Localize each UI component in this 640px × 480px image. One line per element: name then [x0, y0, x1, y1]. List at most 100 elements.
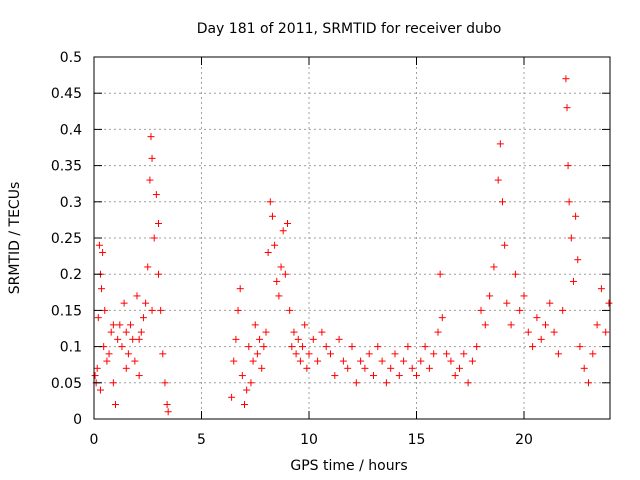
data-point	[309, 335, 317, 343]
data-point	[348, 343, 356, 351]
data-point	[550, 328, 558, 336]
data-points	[91, 75, 613, 416]
data-point	[516, 306, 524, 314]
data-point	[374, 343, 382, 351]
data-point	[230, 357, 238, 365]
data-point	[408, 364, 416, 372]
data-point	[258, 364, 266, 372]
data-point	[256, 335, 264, 343]
data-point	[563, 104, 571, 112]
data-point	[499, 198, 506, 206]
data-point	[322, 343, 330, 351]
data-point	[361, 364, 369, 372]
data-point	[438, 314, 446, 322]
data-point	[262, 328, 270, 336]
data-point	[464, 379, 472, 387]
data-point	[395, 372, 403, 380]
data-point	[305, 350, 313, 358]
data-point	[139, 314, 147, 322]
data-point	[137, 328, 145, 336]
data-point	[382, 379, 390, 387]
data-point	[503, 299, 511, 307]
data-point	[370, 372, 377, 380]
data-point	[101, 306, 109, 314]
data-point	[99, 248, 107, 256]
data-point	[554, 350, 562, 358]
data-point	[400, 357, 408, 365]
data-point	[164, 408, 172, 416]
y-tick-label: 0.05	[51, 376, 82, 392]
data-point	[507, 321, 515, 329]
data-point	[249, 357, 257, 365]
data-point	[589, 350, 597, 358]
data-point	[109, 379, 117, 387]
data-point	[107, 328, 115, 336]
data-point	[152, 191, 160, 199]
data-point	[296, 357, 304, 365]
y-tick-label: 0.35	[51, 159, 82, 175]
data-point	[122, 364, 130, 372]
y-tick-label: 0.5	[60, 50, 82, 66]
data-point	[135, 335, 143, 343]
data-point	[391, 350, 399, 358]
data-point	[155, 220, 162, 228]
data-point	[122, 328, 130, 336]
data-point	[91, 372, 99, 380]
data-point	[327, 350, 334, 358]
data-point	[537, 335, 545, 343]
data-point	[562, 75, 570, 83]
data-point	[284, 220, 291, 228]
data-point	[105, 350, 113, 358]
data-point	[112, 401, 119, 409]
data-point	[93, 364, 101, 372]
data-point	[273, 277, 281, 285]
data-point	[413, 372, 420, 380]
data-point	[421, 343, 429, 351]
data-point	[314, 357, 322, 365]
data-point	[264, 248, 272, 256]
data-point	[511, 270, 519, 278]
data-point	[486, 292, 494, 300]
x-tick-label: 5	[197, 432, 206, 448]
y-axis-label: SRMTID / TECUs	[7, 182, 23, 295]
y-tick-label: 0.2	[60, 267, 82, 283]
data-point	[95, 241, 103, 249]
data-point	[286, 306, 294, 314]
x-tick-label: 15	[408, 432, 426, 448]
data-point	[434, 328, 442, 336]
data-point	[490, 263, 498, 271]
data-point	[103, 357, 111, 365]
data-point	[268, 212, 276, 220]
data-point	[593, 321, 601, 329]
data-point	[477, 306, 485, 314]
data-point	[339, 357, 347, 365]
data-point	[451, 372, 459, 380]
x-tick-label: 20	[515, 432, 533, 448]
data-point	[301, 321, 309, 329]
data-point	[247, 379, 255, 387]
data-point	[533, 314, 541, 322]
data-point	[133, 292, 141, 300]
y-tick-label: 0.15	[51, 303, 82, 319]
data-point	[155, 270, 162, 278]
data-point	[585, 379, 592, 387]
data-point	[425, 364, 433, 372]
data-point	[473, 343, 481, 351]
data-point	[574, 256, 582, 264]
data-point	[116, 321, 124, 329]
data-point	[496, 140, 504, 148]
data-point	[602, 328, 610, 336]
data-point	[129, 335, 137, 343]
data-point	[124, 350, 132, 358]
data-point	[456, 364, 463, 372]
data-point	[436, 270, 444, 278]
data-point	[331, 372, 339, 380]
data-point	[251, 321, 259, 329]
data-point	[96, 386, 104, 394]
data-point	[234, 306, 242, 314]
data-point	[236, 285, 244, 293]
data-point	[253, 350, 261, 358]
y-tick-label: 0.1	[60, 340, 82, 356]
data-point	[94, 314, 102, 322]
data-point	[417, 357, 425, 365]
